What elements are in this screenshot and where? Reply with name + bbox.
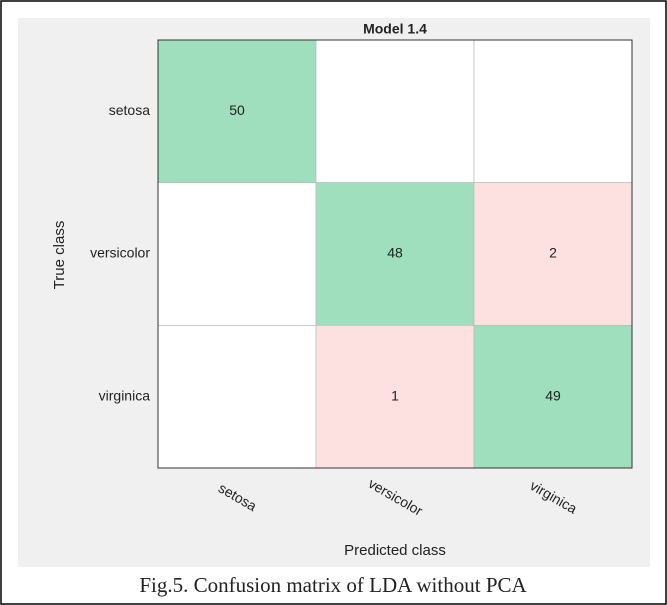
empty-cell: [157, 324, 317, 469]
x-axis-label: Predicted class: [344, 542, 446, 559]
empty-cell: [157, 182, 317, 326]
y-tick-label: virginica: [99, 387, 151, 403]
cell: [315, 182, 475, 326]
empty-cell: [315, 39, 475, 184]
cell-label: 2: [549, 245, 557, 261]
y-tick-label: setosa: [109, 102, 150, 118]
cell-label: 50: [229, 102, 245, 118]
cell-label: 48: [387, 245, 403, 261]
cell: [473, 182, 633, 326]
caption: Fig.5. Confusion matrix of LDA without P…: [139, 573, 527, 597]
empty-cell: [473, 39, 633, 184]
chart-title: Model 1.4: [363, 21, 427, 37]
cell: [473, 324, 633, 469]
plot-border: [157, 39, 633, 469]
cell-label: 1: [391, 387, 399, 403]
y-axis-label: True class: [51, 221, 68, 290]
cell-label: 49: [545, 387, 561, 403]
y-tick-label: versicolor: [90, 245, 150, 261]
